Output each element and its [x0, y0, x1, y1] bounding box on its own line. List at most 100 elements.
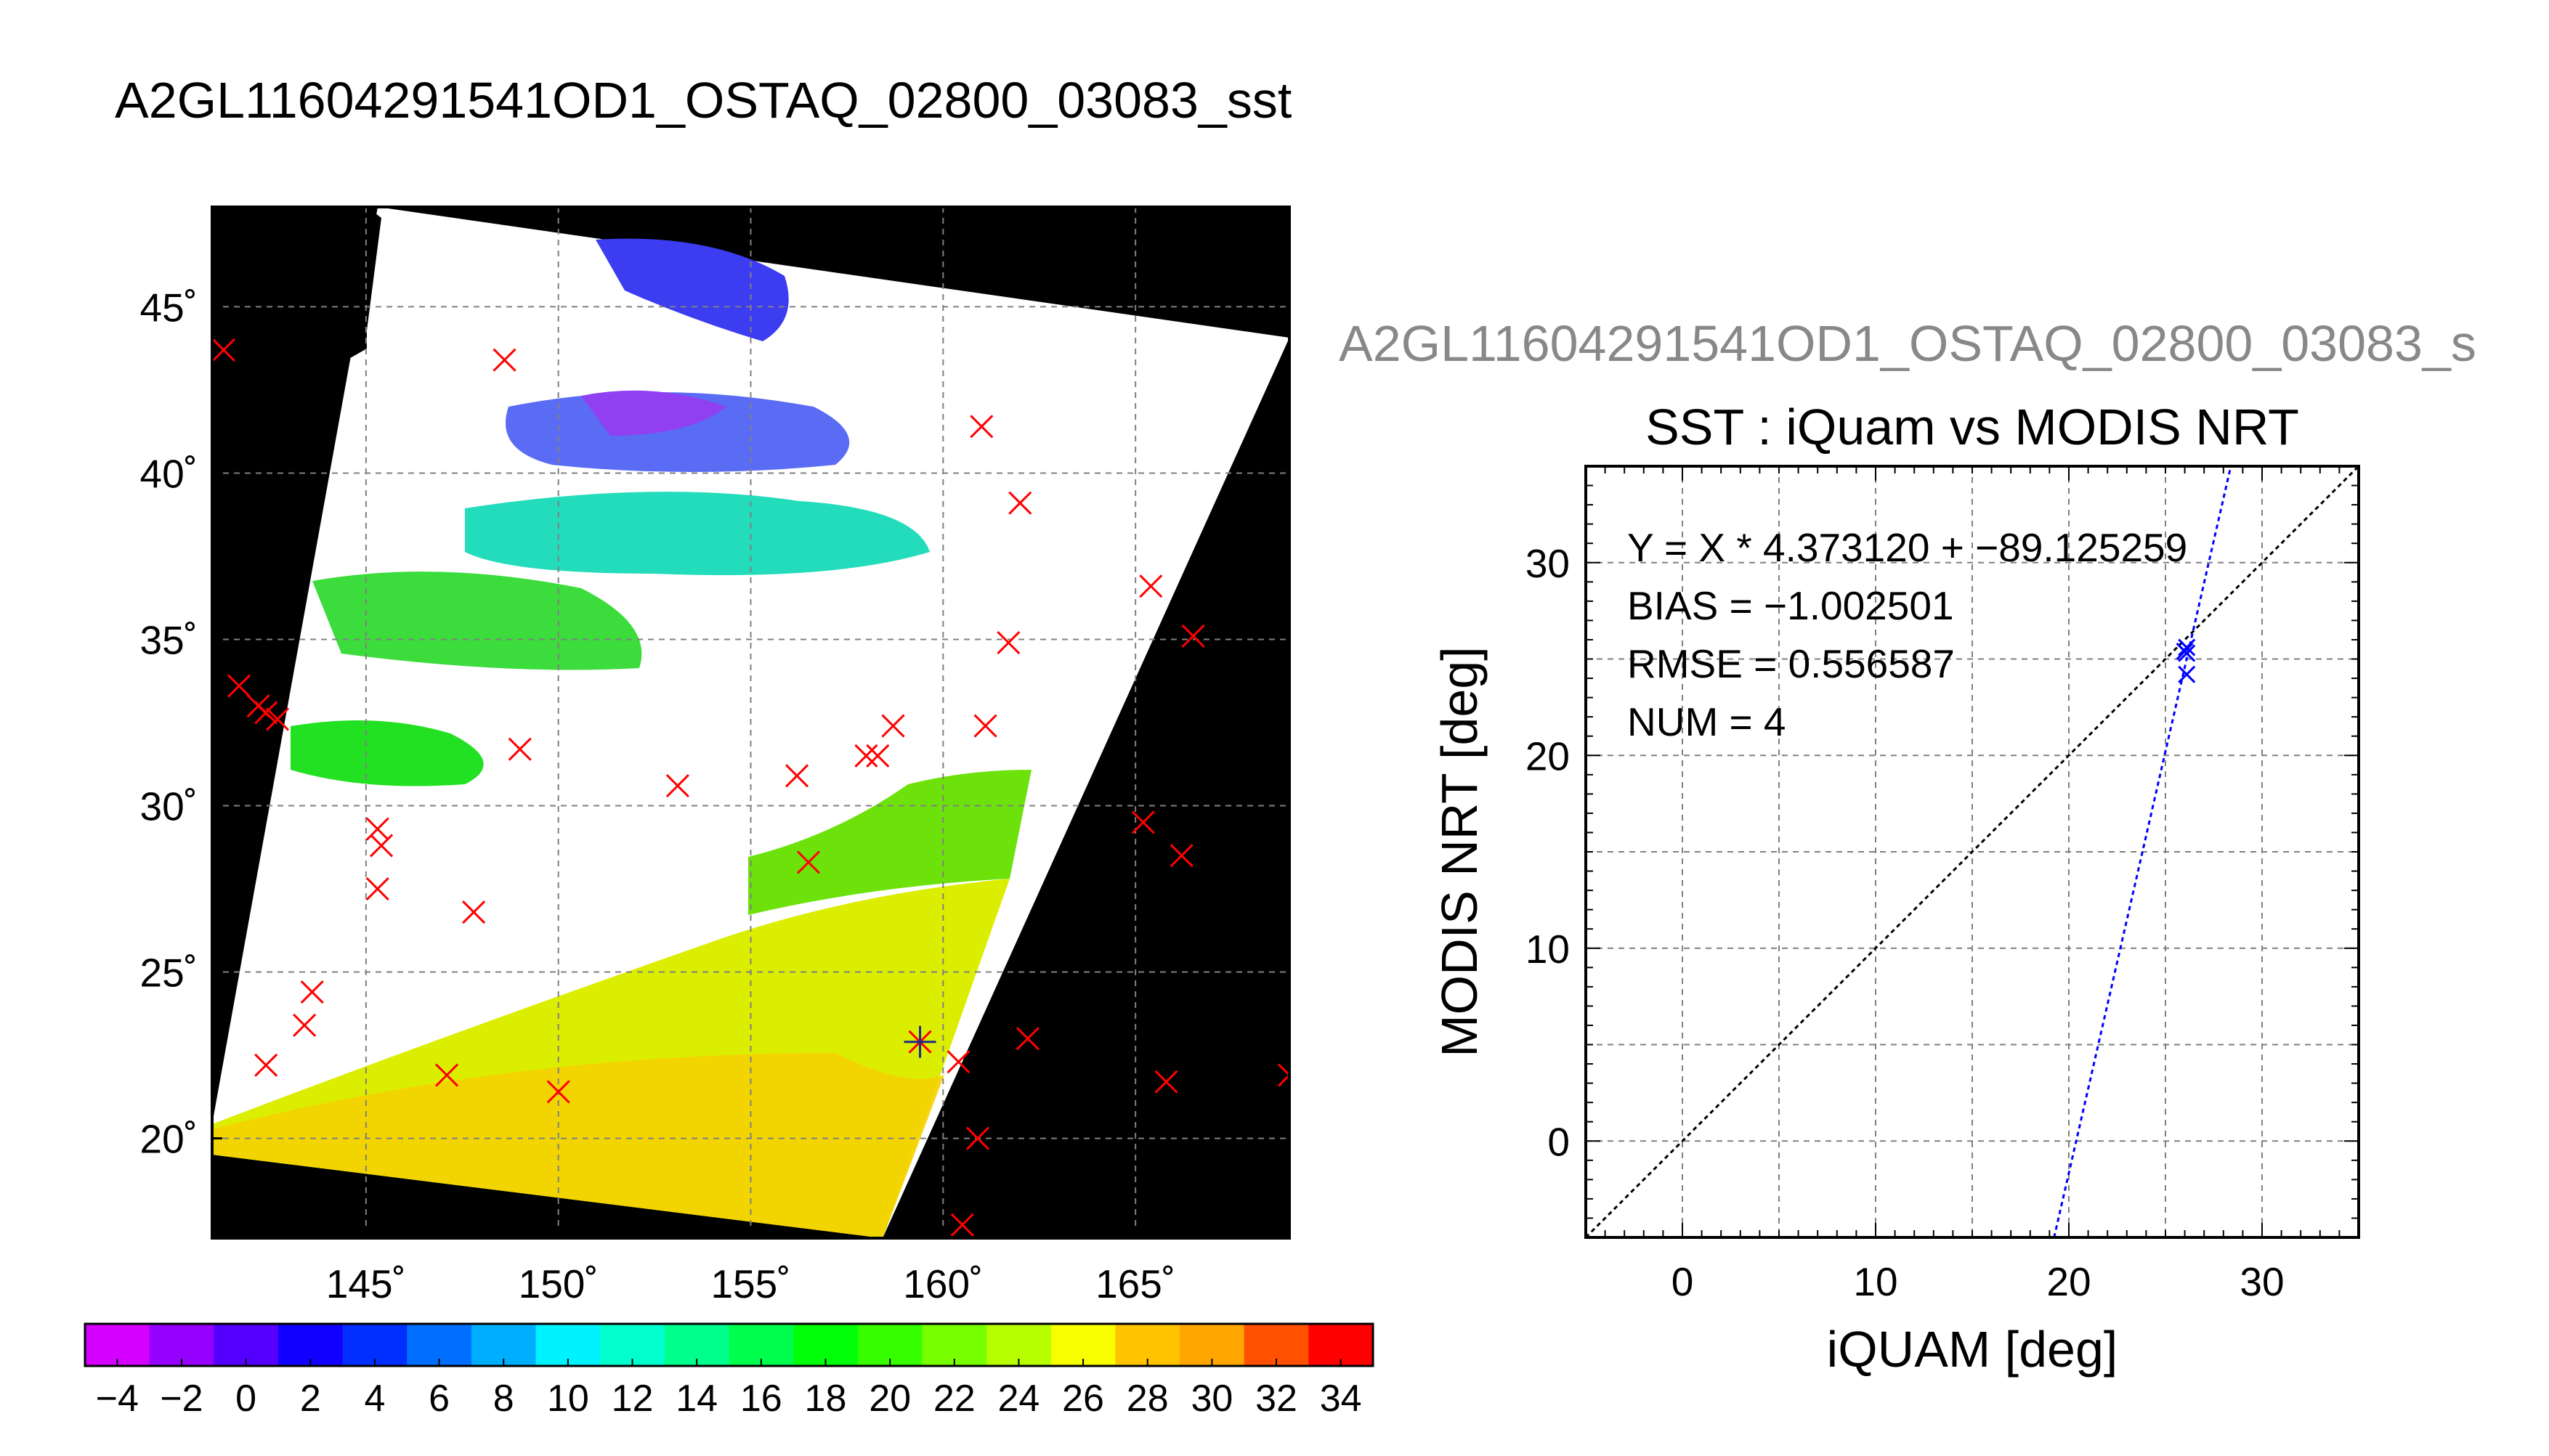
- match-marker: [365, 817, 389, 841]
- match-marker: [546, 1080, 570, 1104]
- scatter-x-tick-label: 30: [2240, 1259, 2284, 1304]
- sst-blue-band: [506, 392, 850, 472]
- match-marker: [300, 980, 324, 1004]
- match-marker: [254, 701, 278, 725]
- match-marker: [997, 631, 1021, 655]
- sst-green-band-south: [748, 770, 1032, 915]
- map-x-tick-label: 155˚: [710, 1261, 790, 1306]
- map-x-tick-label: 160˚: [903, 1261, 983, 1306]
- colorbar-tick-label: 2: [300, 1378, 321, 1420]
- map-x-tick-label: 165˚: [1095, 1261, 1175, 1306]
- scatter-y-axis-label: MODIS NRT [deg]: [1431, 646, 1488, 1057]
- sst-violet-band: [581, 390, 726, 436]
- match-marker: [970, 415, 994, 439]
- colorbar-frame: [84, 1322, 1374, 1367]
- scatter-y-tick-label: 20: [1525, 733, 1570, 778]
- stat-rmse: RMSE = 0.556587: [1627, 641, 1955, 686]
- map-x-tick-label: 145˚: [326, 1261, 406, 1306]
- scatter-y-tick-label: 30: [1525, 541, 1570, 586]
- scatter-x-tick-label: 20: [2046, 1259, 2091, 1304]
- match-marker: [1154, 1070, 1178, 1094]
- scatter-grid: [1586, 466, 2359, 1237]
- colorbar-tick-label: 30: [1191, 1378, 1233, 1420]
- scatter-x-tick-label: 0: [1671, 1259, 1694, 1304]
- map-y-tick-label: 40˚: [140, 451, 198, 496]
- match-marker: [493, 348, 516, 372]
- scatter-point: [2178, 665, 2196, 683]
- match-marker: [1139, 574, 1163, 598]
- identity-line: [1586, 466, 2359, 1237]
- match-marker: [227, 674, 251, 698]
- colorbar-tick-label: 10: [547, 1378, 589, 1420]
- colorbar-tick-label: 0: [235, 1378, 256, 1420]
- sst-orange-band: [212, 1053, 944, 1238]
- colorbar-tick-label: 12: [612, 1378, 654, 1420]
- match-marker: [265, 707, 290, 731]
- match-marker: [508, 737, 532, 761]
- map-x-tick-label: 150˚: [519, 1261, 599, 1306]
- match-marker: [293, 1013, 317, 1037]
- colorbar-tick-label: 20: [869, 1378, 911, 1420]
- colorbar-tick-label: 8: [493, 1378, 514, 1420]
- fit-line: [2053, 466, 2232, 1237]
- overlap-marker: [904, 1025, 936, 1058]
- match-marker: [254, 1053, 278, 1077]
- map-y-tick-label: 35˚: [140, 617, 198, 662]
- colorbar-tick-label: 4: [364, 1378, 385, 1420]
- match-marker: [1008, 491, 1032, 515]
- match-marker: [1016, 1027, 1040, 1051]
- scatter-title: SST : iQuam vs MODIS NRT: [1645, 399, 2299, 455]
- map-y-tick-label: 25˚: [140, 951, 198, 996]
- match-marker: [212, 338, 235, 362]
- match-marker: [866, 744, 890, 768]
- match-marker: [785, 764, 809, 788]
- stat-num: NUM = 4: [1627, 699, 1786, 744]
- stat-fit-equation: Y = X * 4.373120 + −89.125259: [1627, 525, 2187, 570]
- match-marker: [1277, 1063, 1289, 1087]
- colorbar-tick-label: 18: [805, 1378, 847, 1420]
- match-marker: [965, 1126, 990, 1150]
- map-y-tick-label: 20˚: [140, 1117, 198, 1162]
- map-y-tick-label: 45˚: [140, 285, 198, 330]
- match-marker: [973, 714, 997, 738]
- colorbar-tick-label: 6: [429, 1378, 450, 1420]
- page-title: A2GL11604291541OD1_OSTAQ_02800_03083_sst: [115, 72, 1292, 129]
- colorbar-tick-label: −2: [160, 1378, 203, 1420]
- map-grid: [212, 207, 1289, 1238]
- match-marker: [1170, 844, 1194, 868]
- colorbar-tick-label: 26: [1062, 1378, 1104, 1420]
- match-marker: [462, 900, 486, 924]
- colorbar-tick-label: 14: [676, 1378, 718, 1420]
- match-marker: [1131, 810, 1155, 834]
- sst-field: [212, 207, 1032, 1238]
- map-match-markers: [212, 338, 1289, 1237]
- colorbar-tick-label: 22: [933, 1378, 976, 1420]
- sst-green-band-lat30: [291, 720, 484, 786]
- colorbar-tick-label: 24: [998, 1378, 1040, 1420]
- stat-bias: BIAS = −1.002501: [1627, 583, 1954, 628]
- colorbar: −4 −2 0 2 4 6 8 10 12 14 16 18 20 22 24 26 28 30 32 34: [84, 1322, 1374, 1420]
- scatter-x-axis-label: iQUAM [deg]: [1827, 1321, 2118, 1378]
- match-marker: [365, 877, 389, 901]
- scatter-panel-header: A2GL11604291541OD1_OSTAQ_02800_03083_s: [1339, 315, 2476, 372]
- map-y-tick-label: 30˚: [140, 784, 198, 829]
- sst-cyan-band: [465, 492, 930, 575]
- scatter-y-tick-label: 0: [1547, 1119, 1570, 1164]
- match-marker: [881, 714, 905, 738]
- scatter-point: [2176, 642, 2194, 660]
- scatter-panel: SST : iQuam vs MODIS NRT 0 10 20 300102030 …: [1431, 399, 2360, 1378]
- scatter-points: [2176, 638, 2196, 683]
- sst-green-band-mid: [312, 572, 642, 670]
- colorbar-tick-label: 16: [740, 1378, 782, 1420]
- land-hokkaido: [212, 207, 381, 363]
- match-marker: [435, 1063, 459, 1087]
- match-marker: [950, 1213, 974, 1237]
- colorbar-tick-label: 34: [1320, 1378, 1362, 1420]
- scatter-point: [2178, 638, 2196, 656]
- sst-purple-band: [596, 238, 789, 341]
- colorbar-tick-label: −4: [96, 1378, 139, 1420]
- match-marker: [796, 850, 821, 874]
- match-marker: [854, 744, 878, 768]
- colorbar-tick-label: 28: [1127, 1378, 1169, 1420]
